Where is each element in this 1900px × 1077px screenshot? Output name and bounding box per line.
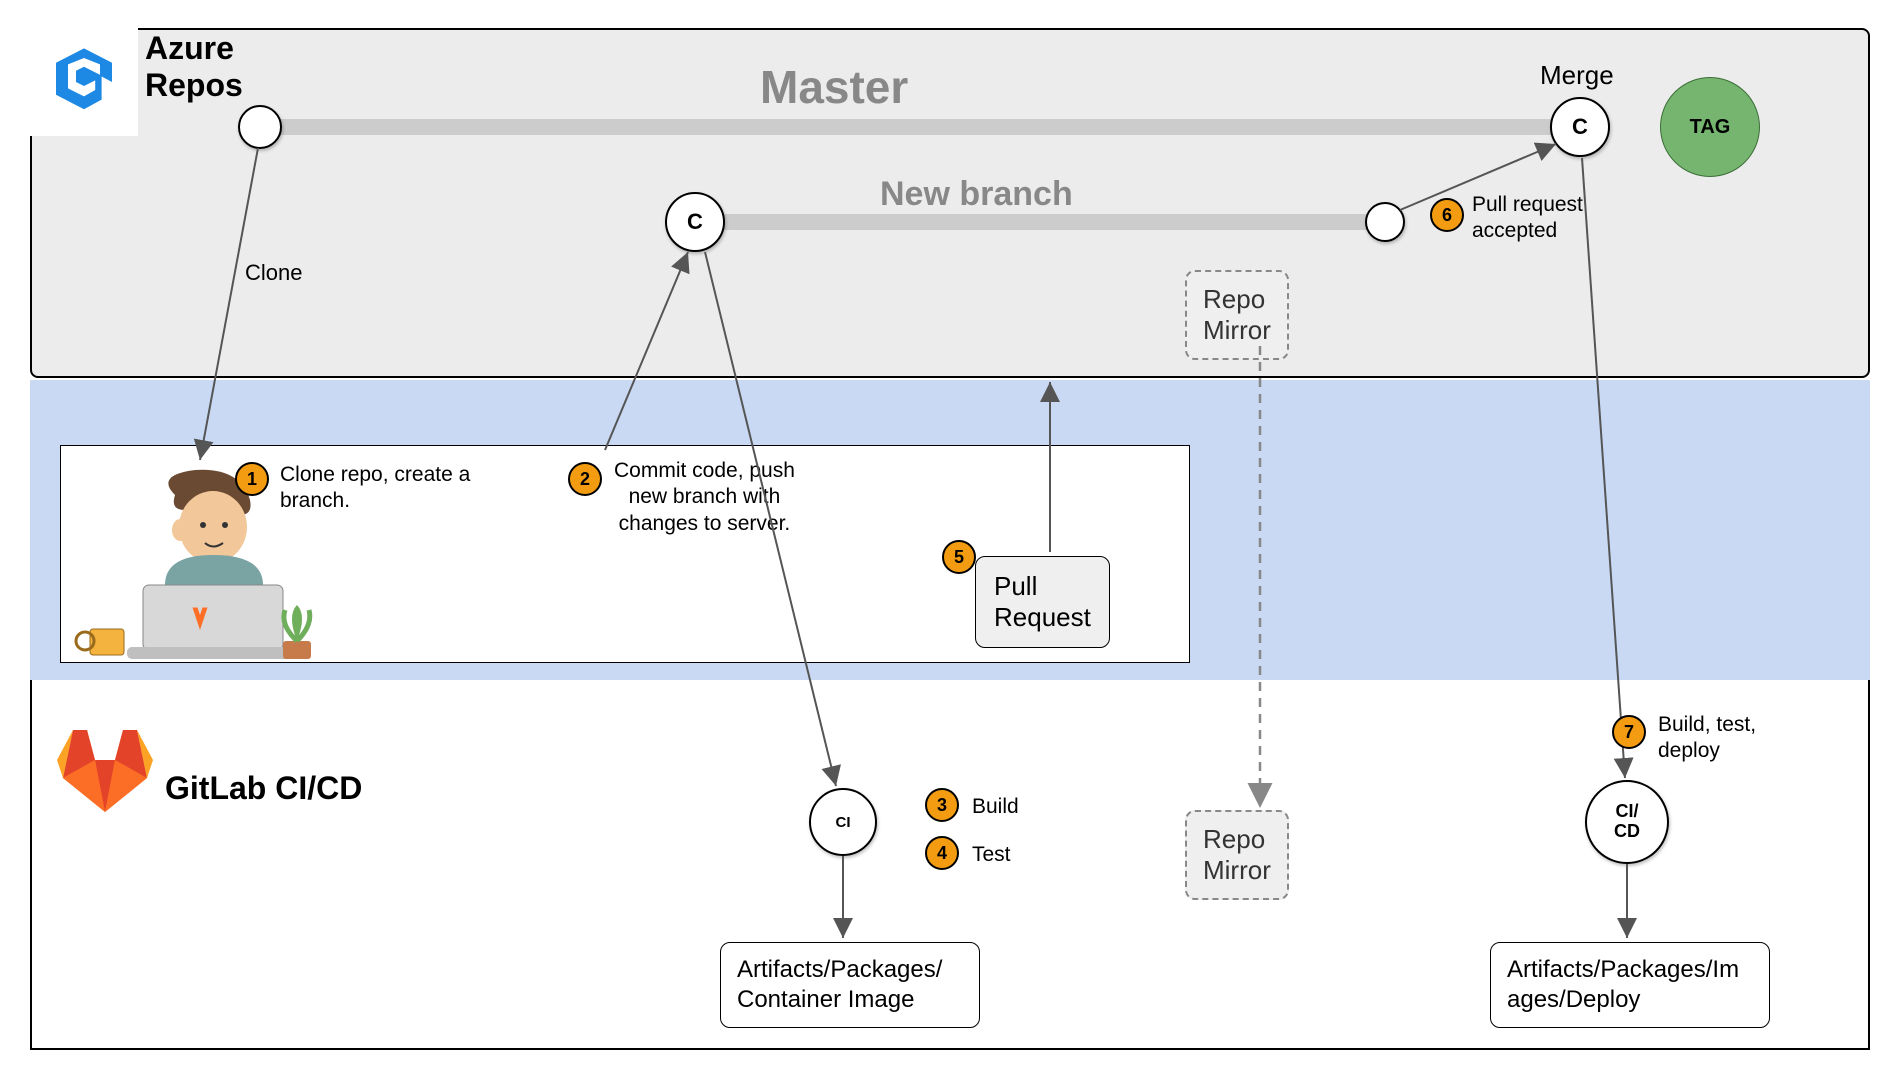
master-commit-node: C: [1550, 97, 1610, 157]
clone-label: Clone: [245, 260, 302, 286]
step-4-text: Test: [972, 842, 1011, 868]
badge-4: 4: [925, 836, 959, 870]
node-label: C: [687, 209, 703, 235]
badge-3: 3: [925, 788, 959, 822]
new-branch-label: New branch: [880, 175, 1073, 214]
badge-num: 2: [580, 469, 590, 490]
badge-num: 4: [937, 843, 947, 864]
step-3-text: Build: [972, 794, 1019, 820]
branch-commit-node: C: [665, 192, 725, 252]
step-2-text: Commit code, push new branch with change…: [614, 458, 795, 537]
artifacts-left: Artifacts/Packages/ Container Image: [720, 942, 980, 1028]
badge-1: 1: [235, 462, 269, 496]
branch-line: [705, 214, 1385, 230]
tag-label: TAG: [1690, 116, 1731, 139]
master-line: [270, 119, 1570, 135]
diagram-canvas: Azure Repos Master Merge New branch Clon…: [0, 0, 1900, 1077]
merge-label: Merge: [1540, 60, 1614, 91]
azure-repos-logo: [30, 28, 138, 136]
badge-6: 6: [1430, 198, 1464, 232]
master-start-node: [238, 105, 282, 149]
badge-num: 5: [954, 547, 964, 568]
azure-repos-icon: [44, 42, 124, 122]
badge-num: 7: [1624, 722, 1634, 743]
badge-num: 3: [937, 795, 947, 816]
badge-num: 6: [1442, 205, 1452, 226]
master-label: Master: [760, 60, 908, 114]
repo-mirror-bottom: Repo Mirror: [1185, 810, 1289, 900]
pull-request-box: Pull Request: [975, 556, 1110, 648]
step-6-text: Pull request accepted: [1472, 192, 1583, 245]
badge-num: 1: [247, 469, 257, 490]
badge-7: 7: [1612, 715, 1646, 749]
artifacts-right: Artifacts/Packages/Im ages/Deploy: [1490, 942, 1770, 1028]
branch-end-node: [1365, 202, 1405, 242]
step-1-text: Clone repo, create a branch.: [280, 462, 470, 515]
node-label: CI: [836, 814, 851, 831]
ci-node: CI: [809, 788, 877, 856]
badge-2: 2: [568, 462, 602, 496]
cicd-node: CI/ CD: [1585, 780, 1669, 864]
step-7-text: Build, test, deploy: [1658, 712, 1756, 765]
node-label: C: [1572, 114, 1588, 140]
azure-repos-title: Azure Repos: [145, 30, 243, 104]
badge-5: 5: [942, 540, 976, 574]
tag-node: TAG: [1660, 77, 1760, 177]
node-label: CI/ CD: [1614, 802, 1640, 842]
gitlab-title: GitLab CI/CD: [165, 770, 362, 807]
repo-mirror-top: Repo Mirror: [1185, 270, 1289, 360]
